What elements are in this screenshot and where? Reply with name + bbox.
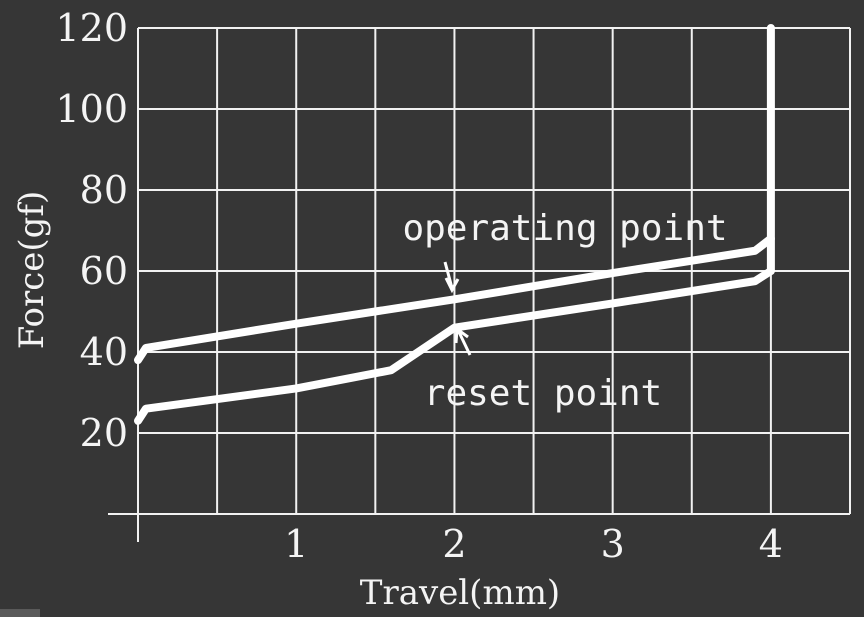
x-axis-title: Travel(mm) (360, 573, 560, 613)
x-tick-label: 4 (759, 522, 783, 566)
grid (108, 27, 851, 542)
series-line-reset-point (134, 234, 775, 425)
x-tick-label: 2 (442, 522, 466, 566)
y-tick-label: 100 (55, 87, 128, 131)
annotation-arrow-reset (454, 326, 472, 356)
tick-labels: 1 2 3 4 20 40 60 80 100 120 (55, 6, 783, 566)
x-tick-label: 3 (601, 522, 625, 566)
annotations: operating point reset point (402, 208, 727, 414)
annotation-arrow-operating (443, 261, 460, 294)
y-tick-label: 80 (80, 168, 128, 212)
annotation-reset-point: reset point (424, 373, 662, 414)
x-tick-label: 1 (284, 522, 308, 566)
y-axis-title: Force(gf) (12, 191, 52, 350)
y-tick-label: 120 (55, 6, 128, 50)
corner-marker (0, 609, 40, 617)
y-tick-label: 60 (80, 249, 128, 293)
y-tick-label: 20 (80, 411, 128, 455)
annotation-operating-point: operating point (402, 208, 727, 249)
series-group (134, 24, 775, 425)
y-tick-label: 40 (80, 330, 128, 374)
